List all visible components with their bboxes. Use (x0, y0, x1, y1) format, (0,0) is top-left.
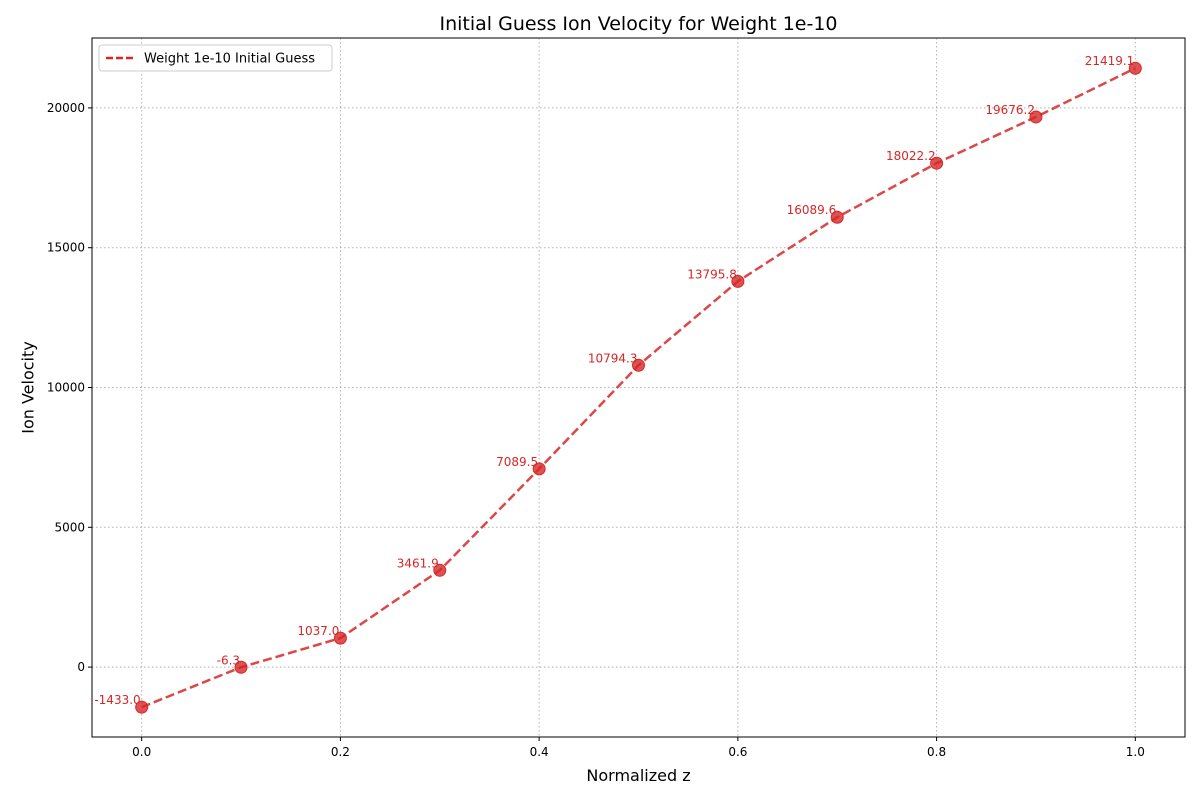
series-line-weight-1e-10 (141, 67, 1136, 709)
data-point-label: 7089.5 (496, 455, 538, 469)
data-point-label: 19676.2 (985, 103, 1035, 117)
y-tick-label: 10000 (47, 381, 85, 395)
data-point-label: 21419.1 (1085, 54, 1135, 68)
data-point (532, 462, 546, 476)
legend: Weight 1e-10 Initial Guess (98, 44, 333, 72)
data-point-label: 18022.2 (886, 149, 936, 163)
x-tick-label: 0.2 (331, 745, 350, 759)
y-tick-label: 0 (77, 660, 85, 674)
y-tick-label: 5000 (54, 520, 85, 534)
data-labels-layer: -1433.0 -6.3 1037.0 3461.9 7089.5 10794.3 1379… (94, 54, 1134, 707)
series-layer (141, 67, 1136, 709)
y-tick-label: 15000 (47, 241, 85, 255)
data-point-label: -6.3 (217, 653, 240, 667)
x-tick-label: 0.6 (728, 745, 747, 759)
data-point (731, 274, 745, 288)
legend-box (98, 44, 333, 72)
data-point (333, 631, 347, 645)
data-point-label: 10794.3 (588, 351, 638, 365)
x-axis-label: Normalized z (586, 766, 690, 785)
legend-series-name: Weight 1e-10 Initial Guess (144, 52, 315, 67)
x-tick-label: 1.0 (1126, 745, 1145, 759)
data-point (135, 700, 149, 714)
ticks-layer: 0.0 0.2 0.4 0.6 0.8 1.0 0 5000 10000 15000 20000 (47, 101, 1145, 759)
data-point (1128, 61, 1142, 75)
data-point-label: 16089.6 (787, 203, 837, 217)
data-point (234, 660, 248, 674)
y-axis-label: Ion Velocity (19, 341, 38, 434)
data-point (1029, 110, 1043, 124)
data-point (433, 563, 447, 577)
x-tick-label: 0.0 (132, 745, 151, 759)
data-point-label: 3461.9 (397, 556, 439, 570)
grid-layer (92, 38, 1185, 737)
data-point-label: -1433.0 (94, 693, 140, 707)
x-tick-label: 0.8 (927, 745, 946, 759)
y-tick-label: 20000 (47, 101, 85, 115)
x-tick-label: 0.4 (530, 745, 549, 759)
chart-title: Initial Guess Ion Velocity for Weight 1e… (440, 13, 838, 35)
data-point-label: 13795.8 (687, 267, 737, 281)
data-point (632, 358, 645, 372)
points-layer (135, 61, 1142, 714)
data-point-label: 1037.0 (297, 624, 339, 638)
data-point (830, 210, 844, 224)
data-point (930, 156, 944, 170)
